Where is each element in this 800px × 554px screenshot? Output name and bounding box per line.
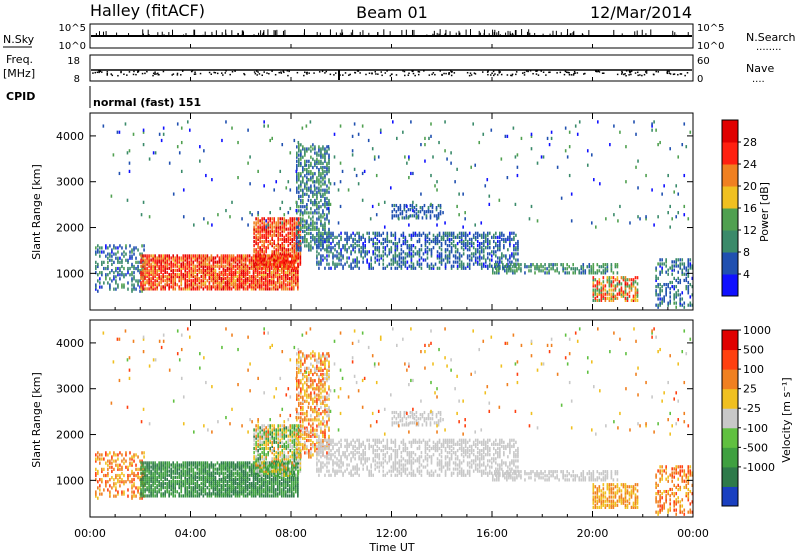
freq-label: Freq.	[6, 53, 33, 66]
velocity-colorbar-label: Velocity [m s⁻¹]	[780, 377, 793, 462]
colorbar-segment	[722, 486, 738, 507]
colorbar-tick-label: 100	[743, 363, 764, 376]
colorbar-segment	[722, 252, 738, 275]
colorbar-segment	[722, 186, 738, 209]
colorbar-segment	[722, 164, 738, 187]
colorbar-segment	[722, 274, 738, 297]
x-tick-label: 12:00	[376, 527, 408, 540]
nsky-label: N.Sky	[3, 33, 35, 46]
x-tick-label: 16:00	[476, 527, 508, 540]
y-tick-label: 4000	[56, 130, 84, 143]
colorbar-segment	[722, 120, 738, 143]
x-axis-ticks: 00:00 04:00 08:00 12:00 16:00 20:00 00:00	[74, 44, 709, 540]
y-tick-label: 1000	[56, 267, 84, 280]
y-tick-label: 4000	[56, 337, 84, 350]
colorbar-tick-label: 12	[743, 224, 757, 237]
colorbar-tick-label: 16	[743, 202, 757, 215]
colorbar-tick-label: -100	[743, 422, 768, 435]
colorbar-tick-label: 24	[743, 158, 757, 171]
nave-label: Nave	[746, 62, 774, 75]
colorbar-tick-label: -500	[743, 441, 768, 454]
colorbar-segment	[722, 230, 738, 253]
velocity-ylabel: Slant Range [km]	[30, 372, 43, 468]
colorbar-tick-label: 4	[743, 268, 750, 281]
colorbar-tick-label: 20	[743, 180, 757, 193]
x-tick-label: 08:00	[275, 527, 307, 540]
nsearch-label: N.Search	[746, 31, 796, 44]
nave-tick-top: 60	[697, 56, 710, 67]
colorbar-segment	[722, 408, 738, 429]
x-tick-label: 00:00	[677, 527, 709, 540]
y-tick-label: 2000	[56, 429, 84, 442]
nsearch-legend-dots: ........	[756, 42, 781, 53]
colorbar-segment	[722, 330, 738, 351]
velocity-y-ticks: 4000 3000 2000 1000	[56, 337, 693, 487]
colorbar-segment	[722, 142, 738, 165]
freq-unit-label: [MHz]	[3, 67, 35, 80]
noise-right-tick-bottom: 10^0	[697, 41, 724, 52]
power-ylabel: Slant Range [km]	[30, 164, 43, 260]
power-data-cells	[95, 120, 693, 309]
y-tick-label: 3000	[56, 176, 84, 189]
colorbar-segment	[722, 388, 738, 409]
colorbar-segment	[722, 208, 738, 231]
cpid-label: CPID	[6, 90, 35, 103]
power-colorbar: 28 24 20 16 12 8 4	[721, 119, 757, 297]
colorbar-segment	[722, 427, 738, 448]
velocity-data-cells	[95, 327, 693, 516]
y-tick-label: 1000	[56, 474, 84, 487]
velocity-colorbar: 1000 500 100 25 -25 -100 -500 -1000	[721, 324, 775, 507]
x-axis-label: Time UT	[368, 541, 414, 554]
freq-trace	[91, 69, 692, 80]
colorbar-segment	[722, 369, 738, 390]
freq-tick-top: 18	[67, 56, 80, 67]
x-tick-label: 00:00	[74, 527, 106, 540]
nave-legend-dots: ....	[752, 74, 765, 85]
beam-title: Beam 01	[356, 3, 428, 22]
noise-left-tick-bottom: 10^0	[59, 41, 86, 52]
station-title: Halley (fitACF)	[90, 1, 205, 20]
y-tick-label: 2000	[56, 222, 84, 235]
colorbar-tick-label: -25	[743, 402, 761, 415]
noise-right-tick-top: 10^5	[697, 23, 724, 34]
x-tick-label: 20:00	[577, 527, 609, 540]
colorbar-segment	[722, 466, 738, 487]
power-y-ticks: 4000 3000 2000 1000	[56, 130, 693, 280]
colorbar-tick-label: -1000	[743, 461, 775, 474]
nave-tick-bottom: 0	[697, 74, 703, 85]
colorbar-tick-label: 1000	[743, 324, 771, 337]
colorbar-tick-label: 8	[743, 246, 750, 259]
y-tick-label: 3000	[56, 383, 84, 396]
power-colorbar-label: Power [dB]	[758, 182, 771, 242]
colorbar-segment	[722, 447, 738, 468]
colorbar-tick-label: 28	[743, 136, 757, 149]
freq-tick-bottom: 8	[74, 74, 80, 85]
colorbar-segment	[722, 349, 738, 370]
date-title: 12/Mar/2014	[590, 3, 692, 22]
x-tick-label: 04:00	[175, 527, 207, 540]
noise-trace	[91, 29, 692, 37]
colorbar-tick-label: 25	[743, 383, 757, 396]
cpid-text: normal (fast) 151	[93, 96, 201, 109]
noise-left-tick-top: 10^5	[59, 23, 86, 34]
colorbar-tick-label: 500	[743, 344, 764, 357]
